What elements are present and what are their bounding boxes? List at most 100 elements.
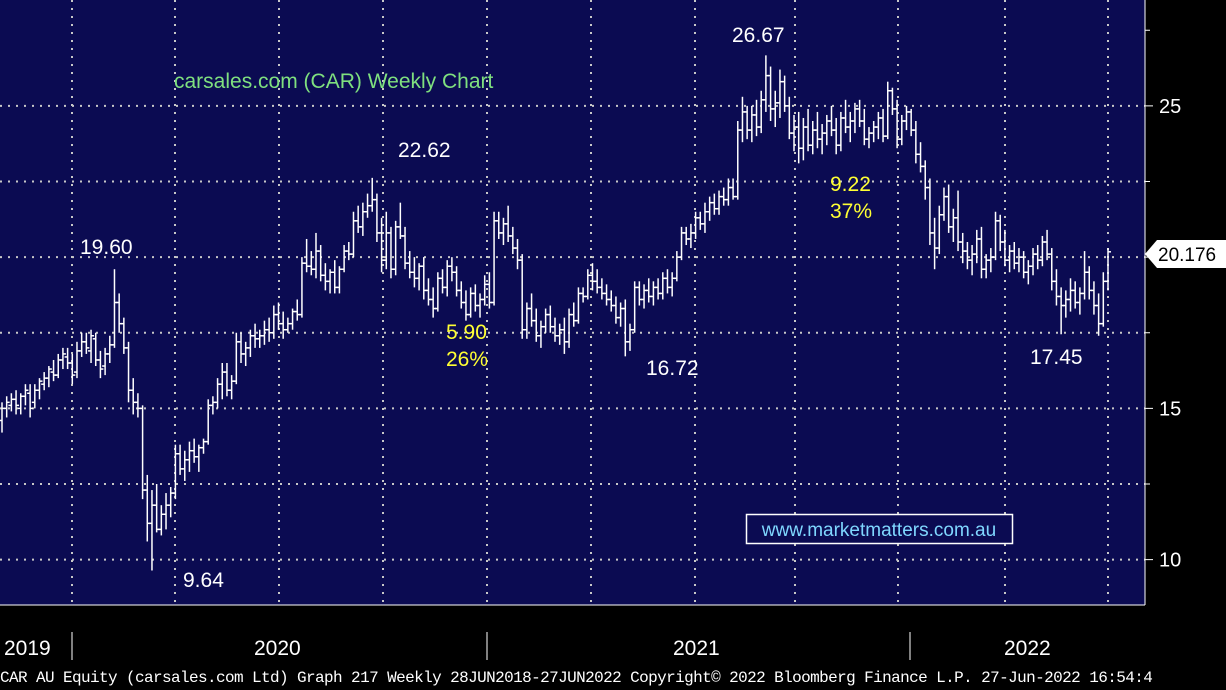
ohlc-bar	[458, 281, 465, 309]
ohlc-bar	[139, 405, 146, 500]
time-axis	[0, 605, 1226, 667]
annotation-move-2020-pct: 26%	[446, 348, 488, 371]
ohlc-bar	[303, 238, 310, 273]
ohlc-bar	[1100, 272, 1107, 327]
ohlc-bar	[617, 302, 624, 327]
watermark-url: www.marketmatters.com.au	[761, 520, 996, 541]
ohlc-bar	[997, 214, 1004, 252]
ohlc-bar	[556, 323, 563, 345]
ohlc-bar	[172, 444, 179, 500]
ohlc-bar	[228, 375, 235, 400]
ohlc-bar	[509, 226, 516, 255]
annotation-move-2021-pct: 37%	[830, 200, 872, 223]
ohlc-bar	[758, 90, 765, 134]
ohlc-bar	[0, 402, 5, 433]
ohlc-bar	[1105, 248, 1111, 291]
ohlc-bar	[748, 105, 755, 143]
ohlc-bar	[716, 190, 723, 215]
ohlc-bar	[645, 278, 652, 303]
ohlc-bar	[922, 160, 929, 200]
annotation-high-2021: 26.67	[732, 24, 785, 47]
ohlc-bar	[163, 493, 170, 530]
ohlc-bar	[177, 444, 184, 475]
ohlc-bar	[889, 87, 896, 115]
price-tick-label: 15	[1159, 398, 1181, 420]
ohlc-bar	[416, 263, 423, 291]
ohlc-bar	[580, 287, 587, 303]
ohlc-bar	[1025, 260, 1032, 285]
annotation-move-2020: 5.90	[446, 321, 487, 344]
ohlc-bar	[425, 278, 432, 306]
ohlc-bar	[594, 269, 601, 294]
ohlc-bar	[664, 269, 671, 294]
annotation-low-2020b: 16.72	[646, 357, 699, 380]
ohlc-bar	[631, 281, 638, 333]
ohlc-bar	[626, 323, 633, 351]
ohlc-bar	[209, 396, 216, 415]
ohlc-bar	[519, 254, 526, 339]
footer-text: CAR AU Equity (carsales.com Ltd) Graph 2…	[0, 669, 1153, 687]
ohlc-bar	[683, 226, 690, 246]
ohlc-bar	[819, 124, 826, 155]
ohlc-bar	[125, 341, 132, 403]
ohlc-bar	[59, 347, 66, 370]
annotation-move-2021: 9.22	[830, 173, 871, 196]
ohlc-bar	[200, 438, 207, 454]
ohlc-bar	[130, 378, 137, 415]
ohlc-bar	[1011, 242, 1018, 270]
ohlc-bar	[725, 178, 732, 206]
ohlc-bar	[64, 347, 71, 370]
price-tick-label: 10	[1159, 550, 1181, 572]
ohlc-bar	[345, 242, 352, 261]
ohlc-bar	[195, 444, 202, 472]
ohlc-bar	[767, 66, 774, 121]
ohlc-bar	[387, 226, 394, 279]
ohlc-bar	[814, 111, 821, 149]
ohlc-bar	[833, 117, 840, 155]
ohlc-bar	[847, 111, 854, 143]
ohlc-bar	[491, 211, 498, 306]
ohlc-bar	[589, 263, 596, 291]
current-price-label: 20.176	[1158, 245, 1216, 266]
ohlc-bar	[1020, 251, 1027, 279]
ohlc-bar	[791, 114, 798, 152]
ohlc-bar	[111, 269, 118, 348]
ohlc-bar	[78, 332, 85, 357]
ohlc-bar	[851, 102, 858, 134]
ohlc-bar	[369, 177, 376, 212]
ohlc-bar	[481, 275, 488, 306]
ohlc-bar	[247, 329, 254, 357]
ohlc-bar	[1081, 251, 1088, 300]
ohlc-bar	[1053, 269, 1060, 306]
ohlc-bar	[181, 450, 188, 481]
ohlc-bar	[917, 142, 924, 173]
ohlc-bar	[92, 332, 99, 367]
ohlc-bar	[828, 105, 835, 137]
ohlc-bar	[706, 196, 713, 221]
ohlc-bar	[36, 378, 43, 400]
ohlc-bar	[673, 251, 680, 282]
price-tick-label: 25	[1159, 96, 1181, 118]
ohlc-bar	[214, 378, 221, 409]
price-axis-ticks: 10 15 25	[1145, 29, 1181, 572]
ohlc-bar	[219, 363, 226, 400]
ohlc-bar	[973, 229, 980, 264]
ohlc-bar	[350, 211, 357, 258]
ohlc-bar	[687, 223, 694, 249]
ohlc-bar	[31, 384, 38, 409]
chart-title: carsales.com (CAR) Weekly Chart	[174, 70, 494, 93]
ohlc-bar	[392, 220, 399, 276]
ohlc-bar	[655, 278, 662, 300]
ohlc-bar	[373, 193, 380, 242]
ohlc-bar	[134, 393, 141, 418]
year-labels: 2019 2020 2021 2022	[4, 637, 1051, 660]
ohlc-bar	[266, 317, 273, 342]
ohlc-bar	[875, 111, 882, 140]
ohlc-bar	[308, 251, 315, 276]
ohlc-bar	[359, 202, 366, 236]
ohlc-bar	[472, 284, 479, 312]
ohlc-bar	[73, 341, 80, 379]
ohlc-bar	[697, 211, 704, 230]
ohlc-bar	[800, 117, 807, 161]
ohlc-bar	[477, 293, 484, 318]
